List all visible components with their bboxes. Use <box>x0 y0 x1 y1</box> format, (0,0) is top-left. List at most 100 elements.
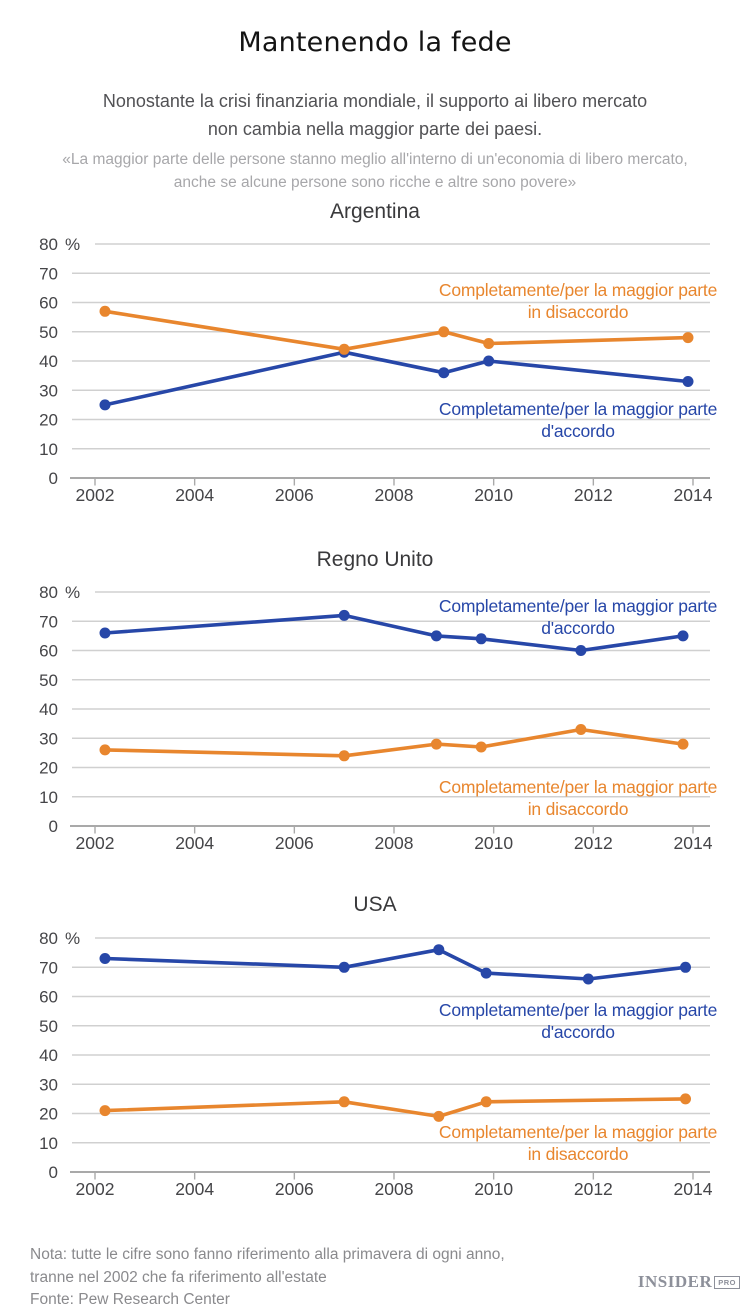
x-tick-label: 2010 <box>474 1179 513 1199</box>
x-tick-label: 2012 <box>574 485 613 505</box>
series-line-accordo <box>103 350 690 407</box>
x-tick-label: 2014 <box>674 485 713 505</box>
y-unit-label: % <box>65 929 80 948</box>
chart-title-regno-unito: Regno Unito <box>316 548 434 571</box>
data-point-disaccordo <box>575 724 587 735</box>
y-tick-label: 50 <box>39 323 58 342</box>
y-tick-label: 20 <box>39 411 58 430</box>
data-point-disaccordo <box>430 738 442 750</box>
logo-wordmark: INSIDER <box>637 1272 713 1291</box>
footnote: Nota: tutte le cifre sono fanno riferime… <box>30 1244 505 1312</box>
footnote-line-1: Nota: tutte le cifre sono fanno riferime… <box>30 1246 505 1263</box>
data-point-disaccordo <box>682 332 694 344</box>
series-label-disaccordo-line-2: in disaccordo <box>528 799 629 819</box>
y-tick-label: 80 <box>39 583 58 602</box>
data-point-accordo <box>677 630 689 642</box>
y-tick-label: 10 <box>39 788 58 807</box>
y-tick-label: 80 <box>39 929 58 948</box>
x-tick-label: 2002 <box>76 833 115 853</box>
data-point-disaccordo <box>99 1105 111 1117</box>
data-point-disaccordo <box>99 744 111 756</box>
subtitle-line-1: Nonostante la crisi finanziaria mondiale… <box>102 91 648 111</box>
series-line-disaccordo <box>103 727 685 758</box>
y-tick-label: 50 <box>39 1017 58 1036</box>
y-tick-label: 30 <box>39 729 58 748</box>
quote: «La maggior parte delle persone stanno m… <box>0 148 750 194</box>
data-point-accordo <box>480 967 492 979</box>
data-point-disaccordo <box>480 1096 492 1108</box>
y-tick-label: 40 <box>39 1046 58 1065</box>
data-point-accordo <box>338 609 350 621</box>
x-tick-label: 2008 <box>375 1179 414 1199</box>
y-tick-label: 20 <box>39 759 58 778</box>
data-point-disaccordo <box>680 1093 691 1105</box>
data-point-disaccordo <box>433 1110 445 1122</box>
x-tick-label: 2006 <box>275 1179 314 1199</box>
footnote-line-2: tranne nel 2002 che fa riferimento all'e… <box>30 1268 327 1286</box>
y-tick-label: 60 <box>39 988 58 1007</box>
source-line: Fonte: Pew Research Center <box>30 1291 230 1308</box>
series-label-accordo-line-2: d'accordo <box>541 618 615 638</box>
y-unit-label: % <box>65 583 80 602</box>
chart-title-usa: USA <box>353 893 397 916</box>
y-tick-label: 80 <box>39 235 58 254</box>
y-tick-label: 50 <box>39 671 58 690</box>
data-point-accordo <box>99 399 111 411</box>
x-tick-label: 2010 <box>474 833 513 853</box>
x-tick-label: 2002 <box>76 485 115 505</box>
data-point-accordo <box>680 961 691 973</box>
x-tick-label: 2014 <box>674 1179 713 1199</box>
data-point-disaccordo <box>483 338 495 349</box>
y-tick-label: 40 <box>39 352 58 371</box>
data-point-disaccordo <box>438 326 450 338</box>
data-point-disaccordo <box>338 1096 350 1108</box>
data-point-accordo <box>438 367 450 379</box>
y-tick-label: 40 <box>39 700 58 719</box>
data-point-accordo <box>682 376 694 387</box>
data-point-disaccordo <box>677 738 689 750</box>
x-tick-label: 2010 <box>474 485 513 505</box>
series-label-disaccordo-line-1: Completamente/per la maggior parte <box>439 777 717 797</box>
data-point-accordo <box>433 944 445 956</box>
series-label-accordo-line-1: Completamente/per la maggior parte <box>439 596 717 616</box>
series-label-disaccordo-line-1: Completamente/per la maggior parte <box>439 1122 717 1142</box>
data-point-disaccordo <box>475 741 487 753</box>
quote-line-1: «La maggior parte delle persone stanno m… <box>62 151 688 168</box>
insider-pro-logo: INSIDER PRO <box>638 1272 740 1292</box>
data-point-accordo <box>483 355 495 367</box>
subtitle-line-2: non cambia nella maggior parte dei paesi… <box>207 119 543 139</box>
subtitle: Nonostante la crisi finanziaria mondiale… <box>0 87 750 143</box>
y-tick-label: 60 <box>39 642 58 661</box>
x-tick-label: 2002 <box>76 1179 115 1199</box>
series-label-accordo-line-1: Completamente/per la maggior parte <box>439 1000 717 1020</box>
x-tick-label: 2006 <box>275 485 314 505</box>
data-point-accordo <box>99 953 111 964</box>
y-tick-label: 60 <box>39 294 58 313</box>
data-point-accordo <box>430 630 442 642</box>
series-label-disaccordo-line-2: in disaccordo <box>528 1144 629 1164</box>
y-tick-label: 10 <box>39 440 58 459</box>
data-point-disaccordo <box>99 305 111 317</box>
data-point-accordo <box>99 627 111 639</box>
x-tick-label: 2014 <box>674 833 713 853</box>
page-title: Mantenendo la fede <box>238 27 512 58</box>
series-label-accordo-line-2: d'accordo <box>541 421 615 441</box>
y-tick-label: 70 <box>39 612 58 631</box>
data-point-accordo <box>475 633 487 645</box>
y-tick-label: 70 <box>39 264 58 283</box>
data-point-accordo <box>338 961 350 973</box>
data-point-disaccordo <box>338 750 350 762</box>
x-tick-label: 2004 <box>175 833 214 853</box>
y-tick-label: 0 <box>49 1163 58 1182</box>
x-tick-label: 2012 <box>574 833 613 853</box>
logo-pro-badge: PRO <box>714 1275 740 1289</box>
x-tick-label: 2012 <box>574 1179 613 1199</box>
series-label-accordo-line-2: d'accordo <box>541 1022 615 1042</box>
y-tick-label: 10 <box>39 1134 58 1153</box>
series-label-disaccordo-line-1: Completamente/per la maggior parte <box>439 280 717 300</box>
series-line-accordo <box>103 947 688 981</box>
y-tick-label: 70 <box>39 958 58 977</box>
data-point-disaccordo <box>338 343 350 355</box>
